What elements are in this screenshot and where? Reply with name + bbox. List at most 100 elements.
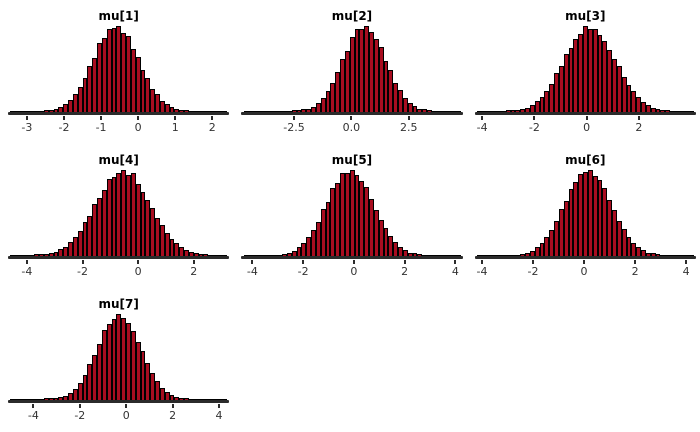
histogram-bar <box>455 255 461 256</box>
x-axis-tick-label: -4 <box>27 409 39 422</box>
histogram-bar <box>325 91 331 112</box>
histogram-bar <box>188 251 194 256</box>
plot-area <box>8 26 229 112</box>
histogram-bar <box>383 61 389 112</box>
histogram-bar <box>621 229 627 256</box>
x-axis-tick <box>352 260 355 264</box>
histogram-bar <box>208 399 213 400</box>
x-axis-ticks: -4 -2 0 2 4 <box>10 403 227 423</box>
x-axis-tick <box>403 260 406 264</box>
x-axis-tick <box>218 404 220 408</box>
plot-area <box>241 26 462 112</box>
histogram-bar <box>388 69 394 112</box>
histogram-bar <box>631 91 637 112</box>
histogram-bar <box>344 173 350 256</box>
x-axis-tick <box>481 116 484 120</box>
histogram-bar <box>679 255 685 256</box>
histogram-bar <box>111 27 117 112</box>
x-axis-line <box>241 256 463 259</box>
histogram-bar <box>116 314 122 400</box>
histogram-bar <box>369 32 374 112</box>
histogram-bar <box>583 171 588 256</box>
x-axis-tick-label: -1 <box>95 121 107 134</box>
x-axis-tick <box>637 116 640 120</box>
histogram-bar <box>398 246 403 256</box>
histogram-bar <box>645 105 651 112</box>
x-axis-tick <box>583 260 586 264</box>
histogram-bar <box>636 97 642 112</box>
histogram-bar <box>145 77 151 112</box>
histogram-bars <box>243 170 461 256</box>
panel-title: mu[4] <box>98 153 139 167</box>
histogram-bar <box>369 199 374 256</box>
panel-mu-7: mu[7] -4 -2 0 2 4 <box>0 288 233 432</box>
histogram-bar <box>422 109 427 112</box>
x-axis-tick-label: 4 <box>451 265 459 278</box>
histogram-bar <box>496 255 501 256</box>
histogram-bar <box>684 111 690 112</box>
histogram-bar <box>286 252 292 256</box>
histogram-bar <box>335 72 341 112</box>
histogram-bar <box>529 250 535 256</box>
histogram-bar <box>549 83 555 112</box>
histogram-bar <box>24 255 30 256</box>
histogram-bar <box>101 38 107 112</box>
histogram-bar <box>665 110 670 112</box>
histogram-bar <box>402 98 408 112</box>
histogram-bar <box>63 395 69 400</box>
x-axis-tick-label: -2 <box>528 121 540 134</box>
histogram-bar <box>63 246 69 256</box>
x-axis-tick <box>407 116 410 120</box>
histogram-bar <box>15 255 20 256</box>
x-axis-tick <box>81 260 84 264</box>
x-axis-tick-label: -2 <box>58 121 70 134</box>
histogram-bar <box>203 399 209 400</box>
histogram-bar <box>431 111 437 112</box>
x-axis-tick-label: -2.5 <box>283 121 305 134</box>
histogram-bar <box>188 111 194 112</box>
histogram-bar <box>340 172 345 256</box>
histogram-bars <box>10 314 228 400</box>
histogram-bar <box>29 111 35 112</box>
histogram-bar <box>72 388 78 400</box>
histogram-bar <box>174 397 180 400</box>
histogram-bar <box>217 255 223 256</box>
histogram-bar <box>655 254 661 256</box>
histogram-bar <box>573 182 579 256</box>
histogram-bar <box>417 254 423 256</box>
histogram-bar <box>501 255 506 256</box>
histogram-bar <box>529 105 535 112</box>
x-axis-tick <box>585 116 588 120</box>
histogram-bar <box>34 111 40 112</box>
histogram-bar <box>39 254 44 256</box>
x-axis-tick <box>137 116 140 120</box>
histogram-bar <box>481 255 487 256</box>
x-axis-tick <box>302 260 305 264</box>
histogram-bar <box>272 255 278 256</box>
x-axis-tick <box>192 260 195 264</box>
histogram-bar <box>378 219 384 256</box>
histogram-bar <box>505 255 511 256</box>
histogram-bar <box>563 53 569 112</box>
x-axis-tick-label: 2.5 <box>400 121 418 134</box>
histogram-bar <box>441 255 447 256</box>
histogram-bar <box>87 363 93 400</box>
histogram-bar <box>568 48 574 112</box>
histogram-bar <box>320 98 326 112</box>
histogram-bar <box>222 255 228 256</box>
histogram-bar <box>689 255 695 256</box>
histogram-bar <box>539 243 545 256</box>
x-axis-tick <box>454 260 457 264</box>
x-axis-tick <box>293 116 296 120</box>
x-axis-tick <box>171 404 174 408</box>
histogram-bar <box>301 243 307 256</box>
histogram-bar <box>476 255 482 256</box>
histogram-bar <box>248 255 254 256</box>
histogram-bar <box>97 198 102 256</box>
histogram-bar <box>583 26 588 112</box>
histogram-bar <box>335 182 341 256</box>
histogram-bar <box>525 107 530 112</box>
histogram-bars <box>476 170 695 256</box>
histogram-bar <box>515 255 521 256</box>
histogram-bar <box>446 255 452 256</box>
